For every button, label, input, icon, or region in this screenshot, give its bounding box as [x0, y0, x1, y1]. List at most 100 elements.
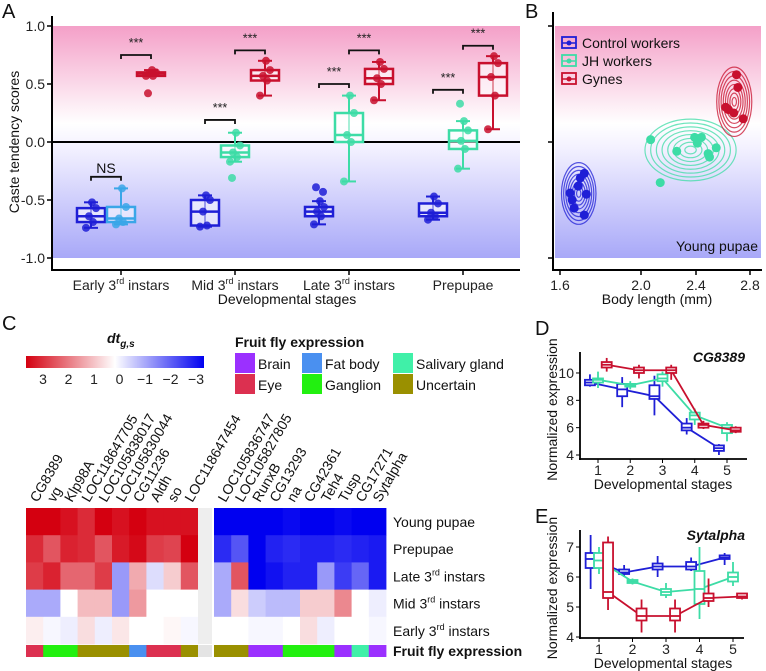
heatmap-cell [231, 535, 249, 563]
bracket-line [234, 49, 266, 55]
data-point [376, 57, 384, 66]
heatmap-cell [334, 616, 352, 645]
heatmap-cell [300, 535, 318, 563]
heatmap-cell [163, 616, 182, 645]
data-point [733, 82, 743, 92]
heatmap-cell [180, 535, 199, 563]
significance-bracket: NS [90, 160, 122, 181]
tissue-annotation-cell [94, 645, 113, 657]
control-box [417, 192, 449, 224]
x-axis-label: Developmental stages [218, 291, 357, 307]
jh-box [219, 128, 251, 182]
y-axis-label: Caste tendency scores [6, 71, 22, 213]
data-point [122, 202, 130, 211]
bracket-line [348, 49, 380, 55]
heatmap-cell [60, 535, 78, 563]
heatmap-cell [94, 508, 113, 536]
heatmap-cell [77, 589, 96, 618]
data-point [228, 173, 236, 182]
heatmap-cell [112, 589, 130, 618]
tissue-legend-label: Uncertain [416, 377, 476, 393]
heatmap-cell [26, 589, 44, 618]
heatmap-cell [214, 589, 232, 618]
heatmap-cell [248, 508, 266, 536]
tissue-annotation-cell [317, 645, 335, 657]
data-point [144, 89, 152, 98]
box [648, 384, 661, 400]
tissue-annotation-cell [351, 645, 370, 657]
colorbar-title-main: dt [107, 330, 122, 346]
significance-bracket: *** [348, 31, 380, 55]
heatmap-cell [180, 508, 199, 536]
tissue-swatch [393, 374, 413, 394]
data-point [229, 148, 237, 157]
data-point [484, 125, 492, 134]
gyne-box [363, 57, 395, 105]
data-point [579, 210, 589, 220]
data-point [456, 99, 464, 108]
tissue-annotation-cell [334, 645, 352, 657]
separator-annotation [198, 645, 212, 657]
label-part: instars [124, 277, 169, 293]
panel-b-body-length-density: 1.6 2.0 2.4 2.8 Body length (mm) Young pupae C… [548, 12, 762, 307]
data-point [203, 221, 211, 230]
density-contour [684, 145, 697, 155]
data-point [202, 191, 210, 200]
density-contour [655, 126, 726, 174]
data-point [491, 91, 499, 100]
heatmap-cell [163, 562, 182, 590]
tissue-legend-item: Fat body [302, 353, 379, 373]
data-point [316, 197, 324, 206]
colorbar-tick-label: −1 [137, 371, 153, 387]
heatmap-cell [214, 616, 232, 645]
tissue-annotation-cell [368, 645, 387, 657]
tissue-annotation-cell [214, 645, 232, 657]
significance-bracket: *** [120, 36, 152, 59]
data-point [320, 202, 328, 211]
heatmap-cell [180, 589, 199, 618]
legend-dot [566, 76, 572, 82]
heatmap-cell [265, 535, 284, 563]
heatmap-row-label: Late 3rd instars [393, 567, 485, 584]
box [669, 607, 681, 622]
heatmap-cell [60, 616, 78, 645]
data-point [89, 218, 97, 227]
legend-dot [566, 40, 572, 46]
data-point [319, 187, 327, 196]
significance-bracket: *** [234, 31, 266, 55]
x-tick-label: 2.8 [740, 277, 760, 293]
heatmap-cell [146, 562, 164, 590]
data-point [115, 214, 123, 223]
heatmap-cell [317, 535, 335, 563]
heatmap-cell [26, 508, 44, 536]
data-point [565, 188, 575, 198]
box [693, 570, 706, 605]
density-contour [731, 96, 738, 107]
data-point [380, 64, 388, 73]
panel-letter-d: D [535, 318, 549, 340]
heatmap-cell [214, 508, 232, 536]
heatmap-cell [112, 535, 130, 563]
data-point [573, 181, 583, 191]
tissue-annotation-cell [129, 645, 147, 657]
data-point [729, 108, 739, 118]
label-part: instars [435, 596, 480, 612]
heatmap-cell [317, 508, 335, 536]
y-tick-label: 0.0 [26, 134, 46, 150]
heatmap-cell [265, 616, 284, 645]
data-point [266, 66, 274, 75]
heatmap-cell [77, 562, 96, 590]
tissue-annotation-cell [300, 645, 318, 657]
colorbar-title-subscript: g,s [119, 339, 135, 350]
label-part: Late 3 [393, 568, 432, 584]
tissue-legend-item: Uncertain [393, 374, 476, 394]
density-contour [650, 122, 732, 178]
data-point [82, 223, 90, 232]
heatmap-cell [334, 535, 352, 563]
heatmap-cell [231, 562, 249, 590]
tissue-swatch [235, 374, 255, 394]
tissue-swatch [302, 374, 322, 394]
data-point [373, 74, 381, 83]
data-point [646, 135, 656, 145]
heatmap-cell [112, 562, 130, 590]
